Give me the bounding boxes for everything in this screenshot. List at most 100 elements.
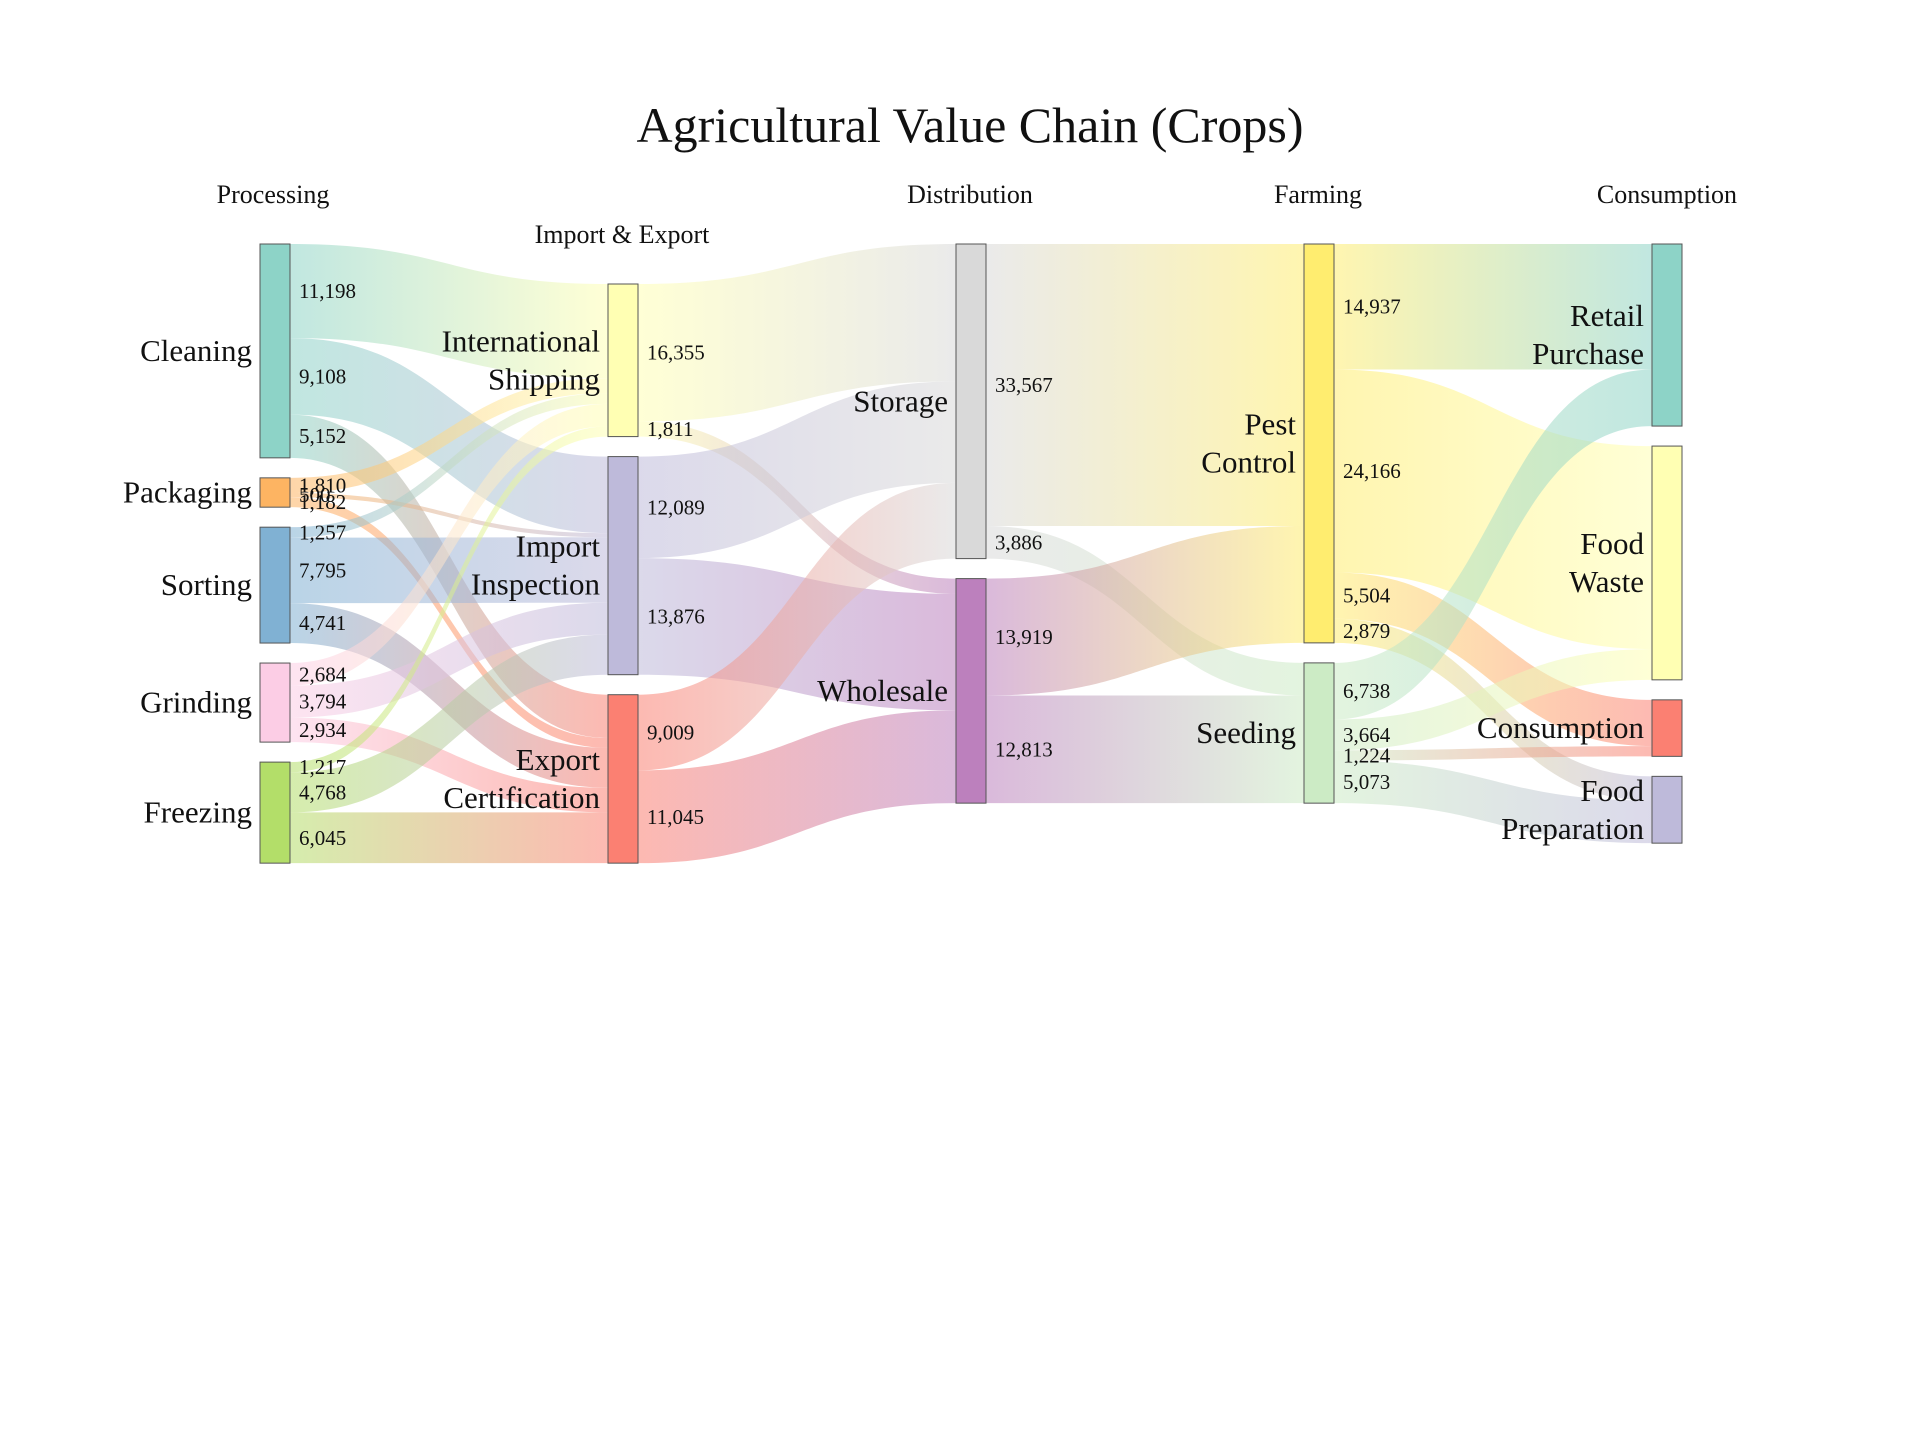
flow-label-sorting-to-import-inspection: 7,795 xyxy=(299,558,346,582)
node-label-consumption: Consumption xyxy=(1477,710,1645,745)
node-seeding[interactable] xyxy=(1303,662,1335,804)
node-label-import-inspection: Import Inspection xyxy=(471,529,601,602)
flow-export-cert-to-storage[interactable] xyxy=(638,482,956,771)
node-freezing[interactable] xyxy=(259,761,291,864)
node-food-waste[interactable] xyxy=(1651,445,1683,681)
flow-label-pest-control-to-food-waste: 24,166 xyxy=(1343,459,1401,483)
flow-label-grinding-to-import-inspection: 3,794 xyxy=(299,690,347,714)
flow-label-grinding-to-intl-shipping: 2,684 xyxy=(299,662,347,686)
flow-sorting-to-intl-shipping[interactable] xyxy=(290,393,608,538)
flow-sorting-to-import-inspection[interactable] xyxy=(290,537,608,604)
node-label-food-waste: Food Waste xyxy=(1569,526,1644,599)
flow-label-seeding-to-consumption: 1,224 xyxy=(1343,743,1391,767)
flow-grinding-to-export-cert[interactable] xyxy=(290,717,608,813)
flow-label-seeding-to-food-preparation: 5,073 xyxy=(1343,770,1390,794)
node-label-pest-control: Pest Control xyxy=(1201,406,1296,479)
node-label-international-shipping: International Shipping xyxy=(442,323,600,396)
flow-label-seeding-to-food-waste: 3,664 xyxy=(1343,723,1391,747)
flow-label-cleaning-to-intl-shipping: 11,198 xyxy=(299,279,356,303)
node-sorting[interactable] xyxy=(259,526,291,644)
flow-seeding-to-retail-purchase[interactable] xyxy=(1334,369,1652,720)
flow-seeding-to-food-preparation[interactable] xyxy=(1334,760,1652,844)
nodes-layer xyxy=(259,243,1683,864)
flow-label-packaging-to-intl-shipping: 1,810 xyxy=(299,473,346,497)
flow-freezing-to-intl-shipping[interactable] xyxy=(290,426,608,773)
flow-label-packaging-to-export-cert: 1,182 xyxy=(299,490,346,514)
flow-packaging-to-export-cert[interactable] xyxy=(290,497,608,748)
flow-label-packaging-to-import-inspection: 500 xyxy=(299,483,331,507)
flow-label-freezing-to-intl-shipping: 1,217 xyxy=(299,755,346,779)
flow-wholesale-to-pest-control[interactable] xyxy=(986,525,1304,696)
flow-pest-control-to-retail-purchase[interactable] xyxy=(1334,244,1652,370)
flow-seeding-to-consumption[interactable] xyxy=(1334,746,1652,761)
stage-label-distribution: Distribution xyxy=(907,180,1033,209)
flow-packaging-to-intl-shipping[interactable] xyxy=(290,378,608,494)
flow-label-import-inspection-to-wholesale: 13,876 xyxy=(647,604,705,628)
node-label-export-certification: Export Certification xyxy=(443,742,600,815)
node-label-wholesale: Wholesale xyxy=(817,673,948,708)
flow-label-pest-control-to-retail-purchase: 14,937 xyxy=(1343,295,1401,319)
node-labels-layer: Cleaning Packaging Sorting Grinding Freezing… xyxy=(123,298,1645,846)
flow-intl-shipping-to-storage[interactable] xyxy=(638,244,956,422)
node-label-grinding: Grinding xyxy=(140,685,252,720)
stage-label-import-export: Import & Export xyxy=(535,220,711,249)
node-retail-purchase[interactable] xyxy=(1651,243,1683,427)
stage-label-processing: Processing xyxy=(217,180,330,209)
node-label-storage: Storage xyxy=(853,383,948,418)
stage-label-farming: Farming xyxy=(1274,180,1362,209)
node-label-food-preparation: Food Preparation xyxy=(1501,773,1644,846)
flow-freezing-to-export-cert[interactable] xyxy=(290,812,608,864)
node-label-retail-purchase: Retail Purchase xyxy=(1532,298,1644,371)
node-storage[interactable] xyxy=(955,243,987,560)
flow-label-wholesale-to-seeding: 12,813 xyxy=(995,737,1053,761)
node-packaging[interactable] xyxy=(259,477,291,508)
flow-seeding-to-food-waste[interactable] xyxy=(1334,649,1652,751)
flow-pest-control-to-consumption[interactable] xyxy=(1334,572,1652,747)
links-layer xyxy=(290,244,1652,864)
node-label-cleaning: Cleaning xyxy=(140,333,252,368)
stage-labels: Processing Import & Export Distribution Far… xyxy=(217,180,1737,249)
flow-grinding-to-intl-shipping[interactable] xyxy=(290,403,608,686)
stage-label-consumption: Consumption xyxy=(1597,180,1737,209)
flow-label-seeding-to-retail-purchase: 6,738 xyxy=(1343,679,1390,703)
flow-label-import-inspection-to-storage: 12,089 xyxy=(647,495,705,519)
flow-import-inspection-to-storage[interactable] xyxy=(638,381,956,559)
flow-label-storage-to-seeding: 3,886 xyxy=(995,530,1042,554)
flow-label-intl-shipping-to-wholesale: 1,811 xyxy=(647,417,693,441)
flow-label-export-cert-to-storage: 9,009 xyxy=(647,721,694,745)
flow-packaging-to-import-inspection[interactable] xyxy=(290,493,608,538)
flow-grinding-to-import-inspection[interactable] xyxy=(290,602,608,718)
flow-label-grinding-to-export-cert: 2,934 xyxy=(299,718,347,742)
node-pest-control[interactable] xyxy=(1303,243,1335,644)
flow-label-cleaning-to-export-cert: 5,152 xyxy=(299,424,346,448)
flow-freezing-to-import-inspection[interactable] xyxy=(290,634,608,813)
flow-wholesale-to-seeding[interactable] xyxy=(986,695,1304,804)
node-international-shipping[interactable] xyxy=(607,283,639,438)
node-food-preparation[interactable] xyxy=(1651,775,1683,844)
node-consumption[interactable] xyxy=(1651,699,1683,757)
flow-label-pest-control-to-food-preparation: 2,879 xyxy=(1343,619,1390,643)
flow-label-freezing-to-export-cert: 6,045 xyxy=(299,826,346,850)
flow-export-cert-to-wholesale[interactable] xyxy=(638,710,956,864)
node-label-seeding: Seeding xyxy=(1196,715,1296,750)
node-label-packaging: Packaging xyxy=(123,475,252,510)
flow-label-intl-shipping-to-storage: 16,355 xyxy=(647,341,705,365)
node-label-freezing: Freezing xyxy=(144,795,252,830)
node-grinding[interactable] xyxy=(259,662,291,743)
node-import-inspection[interactable] xyxy=(607,456,639,676)
flow-label-export-cert-to-wholesale: 11,045 xyxy=(647,805,704,829)
flow-label-sorting-to-export-cert: 4,741 xyxy=(299,611,346,635)
flow-label-sorting-to-intl-shipping: 1,257 xyxy=(299,520,346,544)
flow-storage-to-pest-control[interactable] xyxy=(986,244,1304,526)
chart-title: Agricultural Value Chain (Crops) xyxy=(637,97,1304,153)
flow-label-cleaning-to-import-inspection: 9,108 xyxy=(299,364,346,388)
flow-label-freezing-to-import-inspection: 4,768 xyxy=(299,780,346,804)
node-export-certification[interactable] xyxy=(607,694,639,864)
flow-cleaning-to-intl-shipping[interactable] xyxy=(290,244,608,379)
node-wholesale[interactable] xyxy=(955,578,987,804)
flow-label-pest-control-to-consumption: 5,504 xyxy=(1343,584,1391,608)
node-cleaning[interactable] xyxy=(259,243,291,459)
